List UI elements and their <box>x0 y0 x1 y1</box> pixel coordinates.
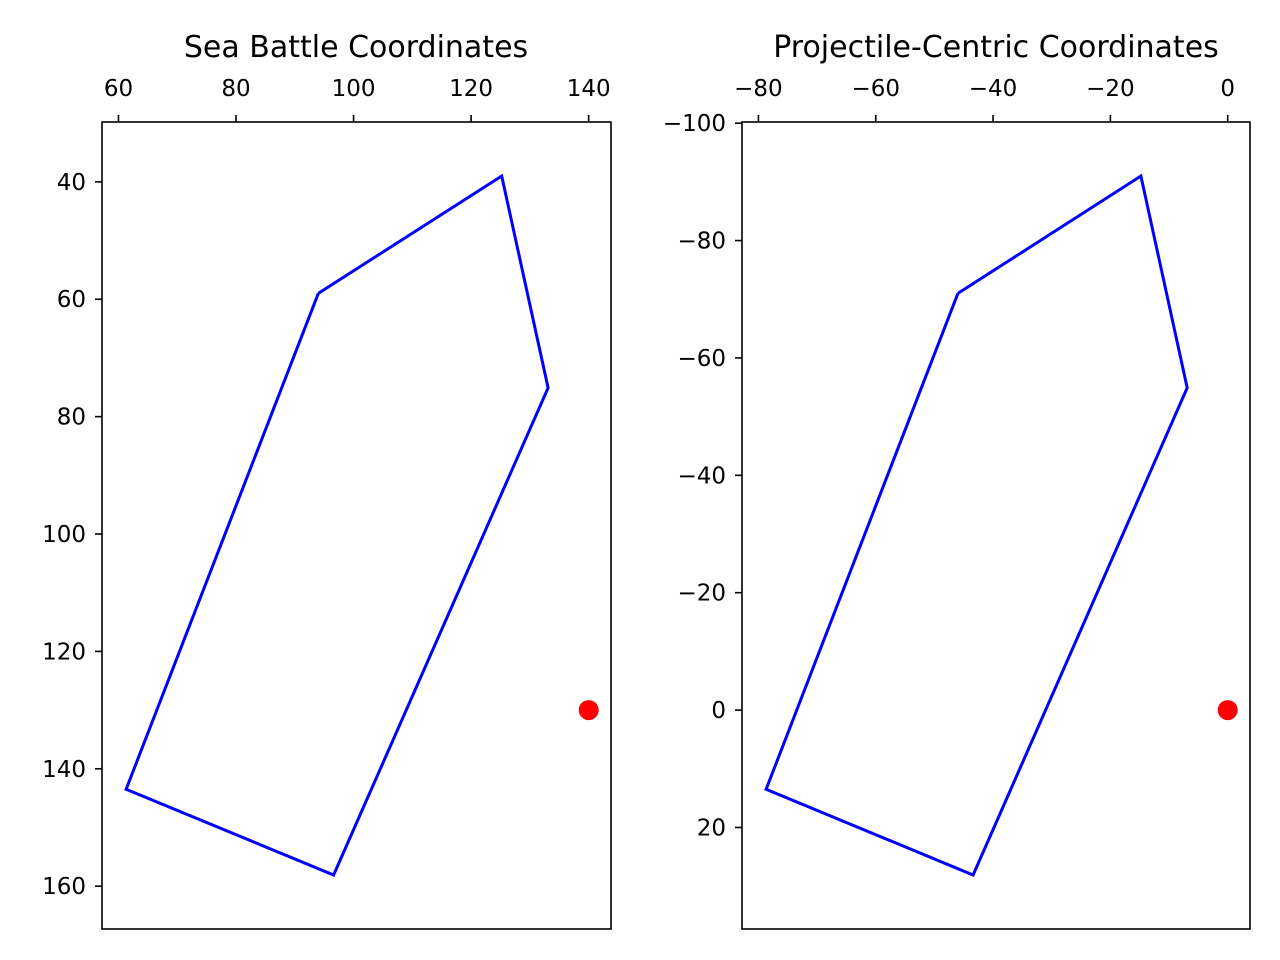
panel-sea-battle: Sea Battle Coordinates 60 80 100 120 140 40 6… <box>42 30 612 930</box>
y-axis-ticks: 40 60 80 100 120 140 160 <box>42 170 102 900</box>
x-tick-label: 100 <box>332 76 376 102</box>
panel-title: Sea Battle Coordinates <box>184 30 528 65</box>
x-tick-label: −80 <box>734 76 783 102</box>
axes-frame <box>741 121 1251 930</box>
y-tick-label: −100 <box>663 111 726 137</box>
y-tick-label: 120 <box>42 639 86 665</box>
y-tick-label: 40 <box>57 170 86 196</box>
ship-outline <box>764 173 1189 877</box>
y-tick-label: 80 <box>57 405 86 431</box>
y-tick-label: −20 <box>677 581 726 607</box>
y-tick-label: −40 <box>677 463 726 489</box>
y-axis-ticks: −100 −80 −60 −40 −20 0 20 <box>663 111 742 841</box>
plot-marks <box>764 173 1238 877</box>
x-tick-label: −60 <box>851 76 900 102</box>
panel-projectile-centric: Projectile-Centric Coordinates −80 −60 −40… <box>663 30 1251 930</box>
x-tick-label: 60 <box>104 76 133 102</box>
projectile-point <box>1217 700 1238 721</box>
y-tick-label: 0 <box>711 698 726 724</box>
y-tick-label: 160 <box>42 874 86 900</box>
y-tick-label: 20 <box>697 815 726 841</box>
panel-title: Projectile-Centric Coordinates <box>773 30 1219 65</box>
projectile-point <box>578 700 599 721</box>
y-tick-label: 100 <box>42 522 86 548</box>
y-tick-label: −80 <box>677 229 726 255</box>
x-tick-label: 80 <box>221 76 250 102</box>
ship-outline <box>124 173 550 877</box>
y-tick-label: 60 <box>57 287 86 313</box>
x-tick-label: 0 <box>1220 76 1235 102</box>
axes-frame <box>101 121 612 930</box>
x-axis-ticks: −80 −60 −40 −20 0 <box>734 76 1235 122</box>
x-axis-ticks: 60 80 100 120 140 <box>104 76 611 122</box>
x-tick-label: −20 <box>1086 76 1135 102</box>
y-tick-label: 140 <box>42 757 86 783</box>
x-tick-label: 140 <box>567 76 611 102</box>
x-tick-label: −40 <box>969 76 1018 102</box>
plot-marks <box>124 173 599 877</box>
x-tick-label: 120 <box>449 76 493 102</box>
y-tick-label: −60 <box>677 346 726 372</box>
